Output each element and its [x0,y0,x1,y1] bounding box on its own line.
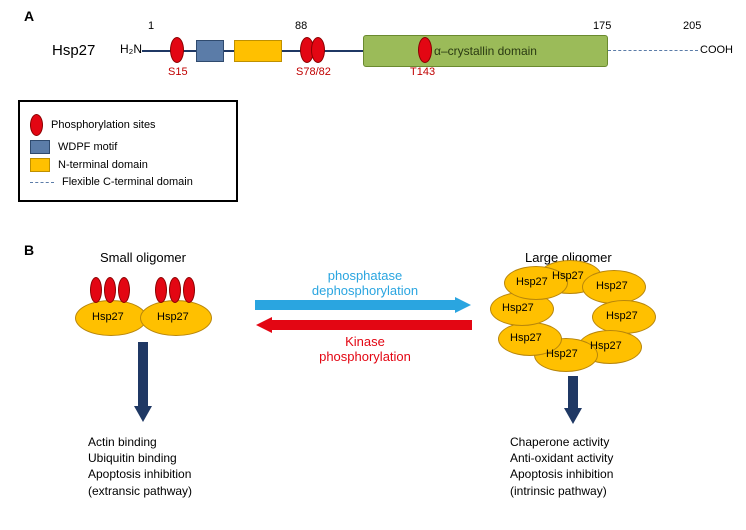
pos-205: 205 [683,20,701,32]
wdpf-icon [30,140,50,154]
phos-icon [30,114,43,136]
large-olig-label-4: Hsp27 [590,340,622,352]
large-func-1: Chaperone activity [510,434,613,450]
phos-s82 [311,37,325,63]
large-down-arrow-head [564,408,582,424]
forward-arrow-head [455,297,471,313]
legend-phos-text: Phosphorylation sites [51,119,156,131]
wdpf-motif-box [196,40,224,62]
legend-wdpf-text: WDPF motif [58,141,117,153]
panel-a-label: A [24,8,34,24]
small-phos-5 [169,277,181,303]
small-func-3: Apoptosis inhibition [88,466,192,482]
legend-nterm-text: N-terminal domain [58,159,148,171]
large-func-3: Apoptosis inhibition [510,466,613,482]
reverse-label: Kinase phosphorylation [285,334,445,364]
small-func-1: Actin binding [88,434,192,450]
n-terminus: H₂N [120,42,142,56]
small-olig-label-1: Hsp27 [92,311,124,323]
small-oligomer-title: Small oligomer [100,250,186,265]
small-down-arrow-head [134,406,152,422]
small-phos-1 [90,277,102,303]
reverse-bottom: phosphorylation [319,349,411,364]
small-func-2: Ubiquitin binding [88,450,192,466]
large-olig-label-5: Hsp27 [546,348,578,360]
c-terminal-dashed [608,50,698,51]
phos-t143 [418,37,432,63]
site-s15: S15 [168,66,188,78]
nterm-icon [30,158,50,172]
legend-cterm-row: Flexible C-terminal domain [30,176,226,188]
alpha-crystallin-box: α–crystallin domain [363,35,608,67]
legend-phos-row: Phosphorylation sites [30,114,226,136]
large-olig-label-8: Hsp27 [516,276,548,288]
large-olig-label-2: Hsp27 [596,280,628,292]
protein-name: Hsp27 [52,42,95,59]
small-olig-label-2: Hsp27 [157,311,189,323]
legend-nterm-row: N-terminal domain [30,158,226,172]
reverse-arrow-shaft [272,320,472,330]
site-s78-82: S78/82 [296,66,331,78]
legend-cterm-text: Flexible C-terminal domain [62,176,193,188]
phos-s15 [170,37,184,63]
pos-88: 88 [295,20,307,32]
small-phos-2 [104,277,116,303]
small-func-4: (extransic pathway) [88,483,192,499]
reverse-top: Kinase [345,334,385,349]
pos-175: 175 [593,20,611,32]
legend-wdpf-row: WDPF motif [30,140,226,154]
large-olig-label-6: Hsp27 [510,332,542,344]
small-down-arrow-shaft [138,342,148,408]
pos-1: 1 [148,20,154,32]
forward-label: phosphatase dephosphorylation [285,268,445,298]
large-olig-label-7: Hsp27 [502,302,534,314]
panel-b-label: B [24,242,34,258]
large-olig-label-1: Hsp27 [552,270,584,282]
small-phos-4 [155,277,167,303]
large-func-list: Chaperone activity Anti-oxidant activity… [510,434,613,499]
forward-arrow-shaft [255,300,455,310]
forward-top: phosphatase [328,268,402,283]
large-func-2: Anti-oxidant activity [510,450,613,466]
small-phos-3 [118,277,130,303]
legend-box: Phosphorylation sites WDPF motif N-termi… [18,100,238,202]
large-olig-label-3: Hsp27 [606,310,638,322]
small-func-list: Actin binding Ubiquitin binding Apoptosi… [88,434,192,499]
c-terminus: COOH [700,44,733,56]
large-oligomer: Hsp27 Hsp27 Hsp27 Hsp27 Hsp27 Hsp27 Hsp2… [498,260,648,370]
alpha-crystallin-label: α–crystallin domain [434,44,537,58]
reverse-arrow-head [256,317,272,333]
large-func-4: (intrinsic pathway) [510,483,613,499]
site-t143: T143 [410,66,435,78]
n-terminal-domain-box [234,40,282,62]
small-phos-6 [183,277,195,303]
large-down-arrow-shaft [568,376,578,410]
forward-bottom: dephosphorylation [312,283,418,298]
cterm-icon [30,182,54,183]
